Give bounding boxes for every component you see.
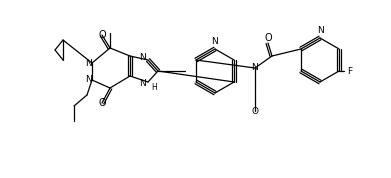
Text: N: N	[139, 80, 146, 88]
Text: H: H	[151, 82, 157, 91]
Text: N: N	[85, 75, 92, 85]
Text: N: N	[317, 26, 323, 35]
Text: O: O	[98, 30, 106, 40]
Text: N: N	[252, 64, 258, 72]
Text: O: O	[264, 33, 272, 43]
Text: F: F	[347, 67, 352, 75]
Text: O: O	[98, 98, 106, 108]
Text: O: O	[251, 106, 258, 116]
Text: N: N	[85, 59, 92, 67]
Text: N: N	[212, 37, 219, 46]
Text: N: N	[139, 53, 146, 62]
